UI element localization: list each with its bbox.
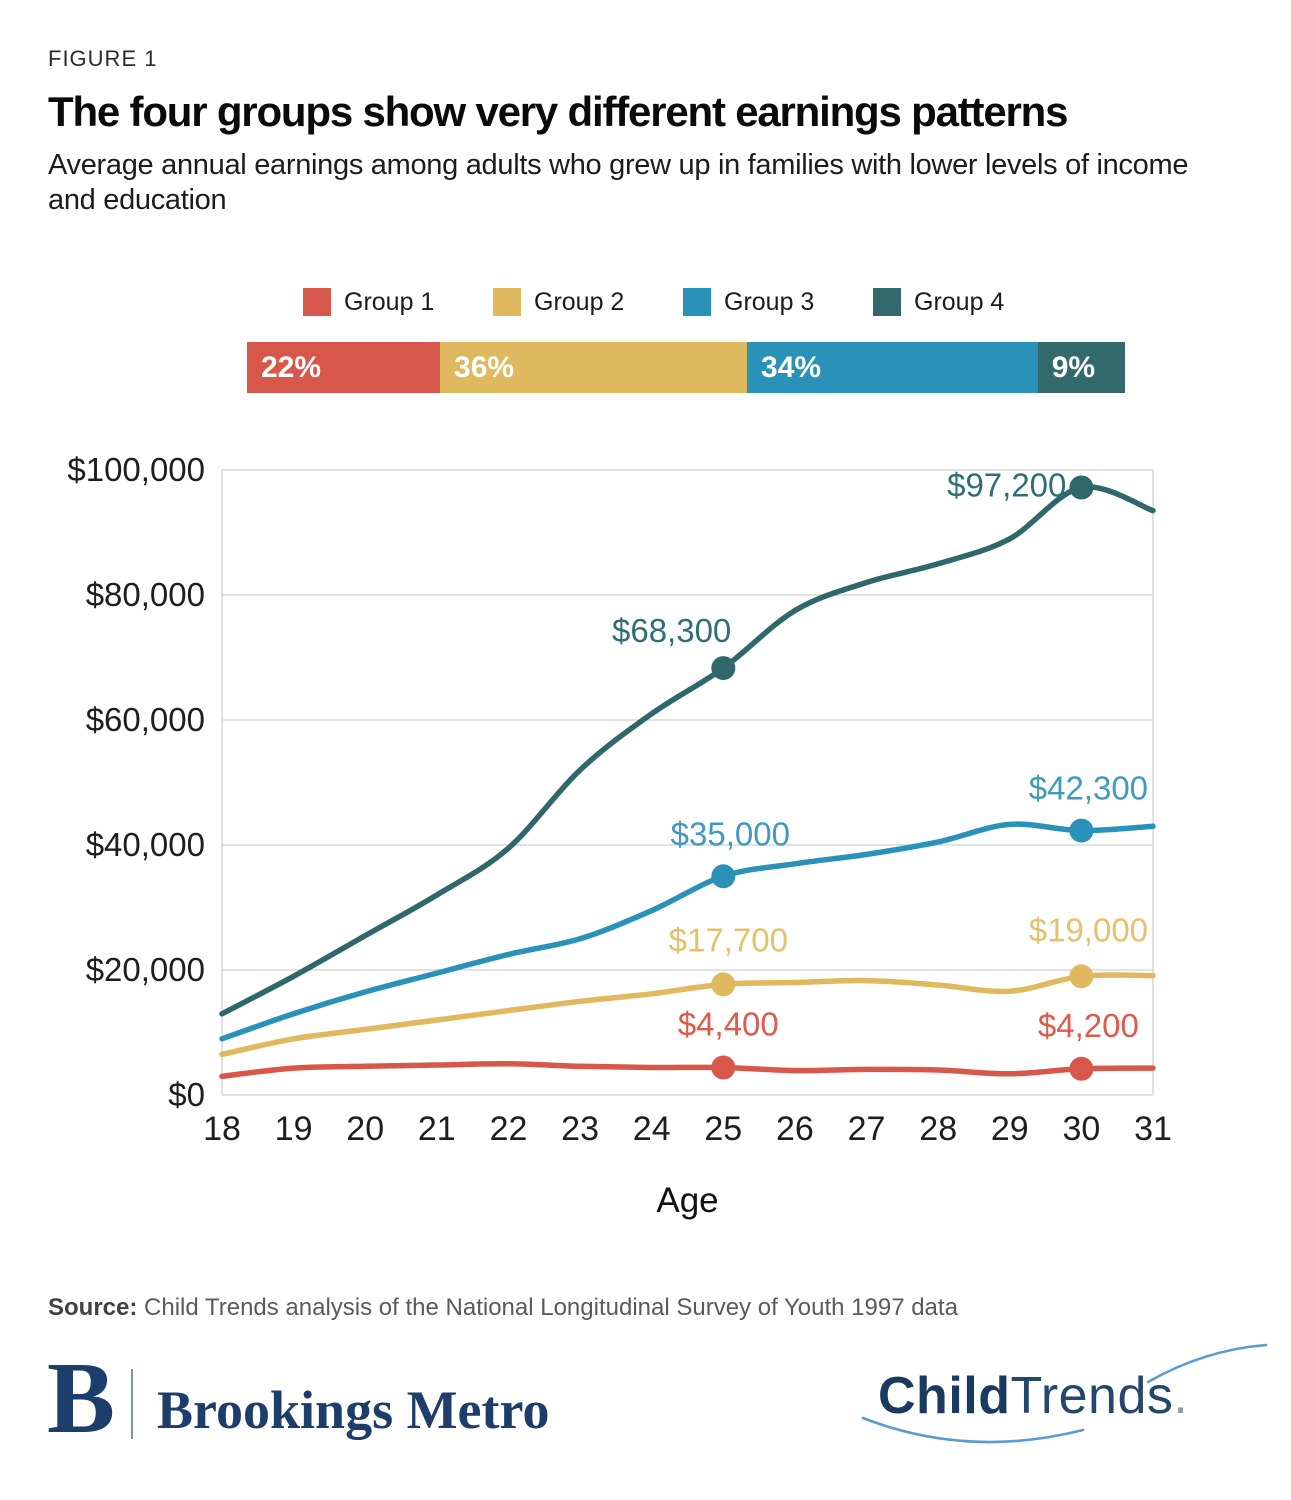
bar-segment-group-3: 34%	[747, 342, 1038, 393]
x-axis-tick: 27	[848, 1110, 886, 1148]
data-point-group-3-age-25	[711, 864, 736, 889]
group-4-swatch	[873, 288, 901, 316]
x-axis-tick: 25	[704, 1110, 742, 1148]
childtrends-logo-word2: Trends	[1010, 1367, 1174, 1425]
bar-segment-group-4: 9%	[1037, 342, 1125, 393]
series-line-group-3	[219, 821, 1156, 1042]
x-axis-tick: 29	[991, 1110, 1029, 1148]
chart-title: The four groups show very different earn…	[48, 88, 1068, 135]
group-3-swatch	[683, 288, 711, 316]
source-label: Source:	[48, 1294, 138, 1321]
x-axis-tick: 31	[1134, 1110, 1172, 1148]
x-axis-tick: 22	[490, 1110, 528, 1148]
series-line-group-2	[219, 972, 1156, 1058]
legend-label: Group 1	[344, 287, 435, 316]
x-axis-tick: 24	[633, 1110, 671, 1148]
data-label: $97,200	[947, 467, 1066, 504]
x-axis-tick: 28	[919, 1110, 957, 1148]
legend-item-group-1: Group 1	[303, 287, 493, 317]
legend-label: Group 4	[914, 287, 1005, 316]
group-share-bar: 22% 36% 34% 9%	[247, 342, 1125, 393]
y-axis-tick: $100,000	[67, 451, 205, 488]
childtrends-logo: ChildTrends.	[878, 1366, 1188, 1426]
data-label: $42,300	[1029, 770, 1148, 807]
chart-subtitle: Average annual earnings among adults who…	[48, 149, 1189, 216]
data-point-group-4-age-25	[711, 656, 736, 681]
legend-item-group-3: Group 3	[683, 287, 873, 317]
brookings-metro-logo: Brookings Metro	[157, 1380, 550, 1440]
data-label: $68,300	[612, 612, 731, 649]
group-2-swatch	[493, 288, 521, 316]
figure-number: FIGURE 1	[48, 46, 158, 71]
data-point-group-4-age-30	[1069, 475, 1094, 500]
childtrends-logo-period: .	[1173, 1367, 1188, 1425]
data-label: $35,000	[671, 815, 790, 852]
earnings-line-chart: $0 $20,000 $40,000 $60,000 $80,000 $100,000 18…	[67, 451, 1172, 1220]
x-axis-tick: 21	[418, 1110, 456, 1148]
x-axis-tick: 30	[1062, 1110, 1100, 1148]
legend-label: Group 2	[534, 287, 625, 316]
childtrends-swoosh-icon	[861, 1343, 1268, 1444]
bar-segment-group-2: 36%	[440, 342, 748, 393]
childtrends-logo-word1: Child	[878, 1367, 1011, 1425]
x-axis-title: Age	[656, 1181, 718, 1220]
data-point-group-1-age-30	[1069, 1056, 1094, 1081]
data-label: $17,700	[669, 921, 788, 958]
x-axis-tick: 26	[776, 1110, 814, 1148]
brookings-logo-mark: B	[47, 1342, 116, 1455]
y-axis-tick: $60,000	[86, 701, 205, 738]
source-text: Child Trends analysis of the National Lo…	[137, 1294, 958, 1321]
y-axis-tick: $0	[168, 1076, 205, 1113]
y-axis-tick: $80,000	[86, 576, 205, 613]
y-axis-tick: $40,000	[86, 826, 205, 863]
group-1-swatch	[303, 288, 331, 316]
data-label: $4,200	[1038, 1007, 1139, 1044]
legend-item-group-2: Group 2	[493, 287, 683, 317]
data-point-group-2-age-30	[1069, 964, 1094, 989]
data-point-group-3-age-30	[1069, 818, 1094, 843]
legend-label: Group 3	[724, 287, 815, 316]
data-label: $19,000	[1029, 911, 1148, 948]
legend: Group 1 Group 2 Group 3 Group 4	[303, 287, 1063, 317]
data-label: $4,400	[678, 1006, 779, 1043]
legend-item-group-4: Group 4	[873, 287, 1063, 317]
x-axis-tick: 19	[275, 1110, 313, 1148]
data-point-group-2-age-25	[711, 972, 736, 997]
data-point-group-1-age-25	[711, 1055, 736, 1080]
x-axis-tick: 18	[203, 1110, 241, 1148]
x-axis-tick: 20	[346, 1110, 384, 1148]
bar-segment-group-1: 22%	[247, 342, 441, 393]
brookings-logo-divider	[131, 1369, 133, 1439]
series-line-group-4	[219, 484, 1156, 1017]
series-line-group-1	[219, 1060, 1156, 1080]
source-note: Source: Child Trends analysis of the Nat…	[48, 1294, 958, 1322]
y-axis-tick: $20,000	[86, 951, 205, 988]
x-axis-tick: 23	[561, 1110, 599, 1148]
